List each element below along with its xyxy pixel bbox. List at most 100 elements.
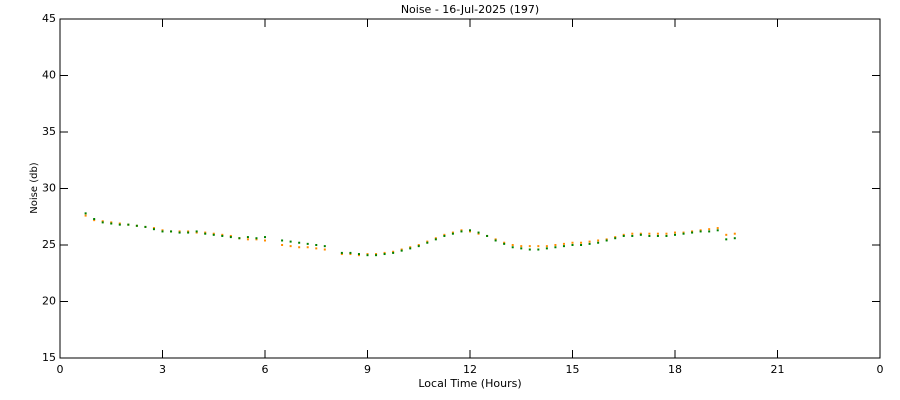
- x-tick-label: 0: [877, 363, 884, 376]
- y-tick-label: 40: [42, 69, 56, 82]
- point: [298, 241, 301, 244]
- point: [221, 234, 224, 237]
- point: [520, 247, 523, 250]
- point: [605, 239, 608, 242]
- point: [426, 240, 429, 243]
- point: [571, 244, 574, 246]
- point: [161, 229, 164, 232]
- point: [195, 231, 198, 234]
- point: [366, 254, 369, 257]
- point: [503, 242, 506, 245]
- point: [528, 248, 531, 251]
- point: [503, 241, 506, 244]
- point: [127, 223, 130, 226]
- point: [477, 232, 480, 235]
- point: [494, 239, 497, 242]
- point: [691, 231, 694, 234]
- point: [580, 244, 583, 246]
- point: [691, 230, 694, 233]
- point: [110, 222, 113, 225]
- point: [562, 245, 565, 248]
- point: [289, 240, 292, 243]
- point: [246, 238, 249, 241]
- point: [597, 241, 600, 244]
- point: [306, 246, 309, 249]
- point: [110, 221, 113, 224]
- point: [469, 229, 471, 232]
- point: [469, 230, 471, 233]
- point: [84, 214, 87, 217]
- y-tick-label: 15: [42, 351, 56, 364]
- point: [588, 240, 591, 243]
- point: [264, 239, 266, 242]
- point: [656, 232, 659, 235]
- point: [571, 241, 574, 244]
- point: [451, 231, 454, 234]
- point: [187, 230, 190, 233]
- point: [144, 225, 147, 228]
- point: [631, 234, 634, 237]
- point: [340, 253, 343, 256]
- point: [580, 241, 583, 244]
- point: [84, 212, 87, 215]
- point: [152, 227, 155, 230]
- point: [434, 237, 437, 240]
- point: [554, 246, 557, 249]
- x-tick-label: 0: [57, 363, 64, 376]
- point: [357, 254, 360, 257]
- point: [520, 245, 523, 248]
- point: [281, 244, 284, 246]
- point: [725, 233, 728, 236]
- point: [614, 237, 617, 240]
- point: [135, 224, 138, 227]
- point: [238, 237, 241, 240]
- point: [656, 234, 659, 237]
- point: [648, 234, 651, 237]
- chart-title: Noise - 16-Jul-2025 (197): [401, 3, 539, 16]
- point: [562, 242, 565, 245]
- point: [366, 253, 369, 256]
- plot-frame: [59, 18, 881, 359]
- point: [212, 232, 215, 235]
- point: [340, 251, 343, 254]
- point: [443, 234, 446, 237]
- x-tick-label: 15: [566, 363, 580, 376]
- point: [101, 220, 104, 223]
- point: [639, 233, 642, 236]
- point: [417, 245, 420, 248]
- point: [255, 237, 258, 240]
- x-tick-label: 18: [668, 363, 682, 376]
- point: [716, 227, 719, 230]
- point: [161, 230, 164, 233]
- x-tick-label: 12: [463, 363, 477, 376]
- point: [460, 230, 463, 233]
- point: [212, 233, 215, 236]
- point: [682, 231, 685, 234]
- point: [204, 231, 207, 234]
- point: [281, 239, 284, 242]
- point: [187, 231, 190, 234]
- point: [528, 245, 531, 248]
- point: [614, 236, 617, 239]
- point: [409, 247, 412, 250]
- point: [375, 253, 378, 256]
- y-tick-label: 20: [42, 295, 56, 308]
- x-tick-label: 21: [771, 363, 785, 376]
- point: [383, 253, 386, 256]
- y-tick-label: 35: [42, 125, 56, 138]
- point: [170, 230, 173, 233]
- point: [486, 234, 489, 237]
- point: [545, 245, 548, 248]
- point: [597, 239, 600, 242]
- point: [639, 232, 642, 235]
- point: [118, 223, 121, 226]
- point: [443, 233, 446, 236]
- point: [392, 250, 395, 253]
- point: [118, 222, 121, 225]
- y-axis-label: Noise (db): [29, 162, 40, 214]
- point: [554, 244, 557, 246]
- point: [451, 232, 454, 235]
- point: [289, 245, 292, 248]
- point: [246, 236, 249, 239]
- point: [733, 237, 736, 240]
